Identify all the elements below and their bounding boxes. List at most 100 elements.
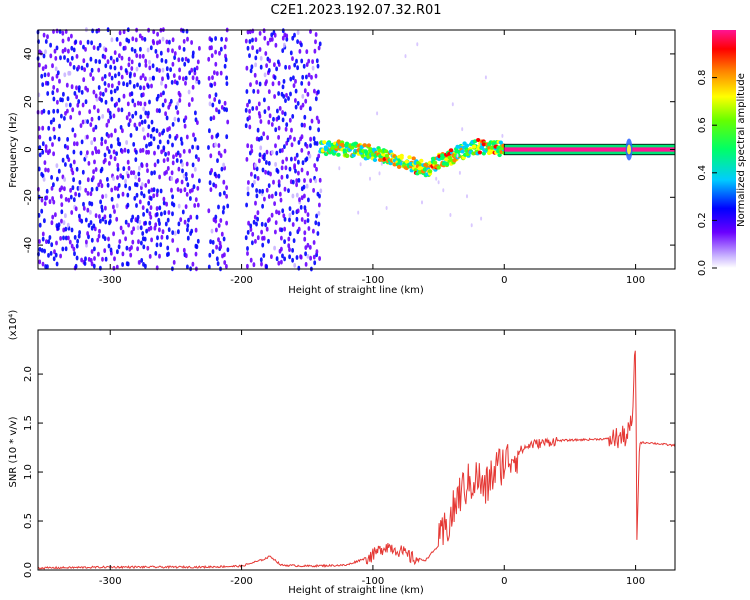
spectrogram-cell [185, 192, 189, 197]
spectrogram-cell [188, 70, 192, 76]
spectrogram-cell [296, 208, 300, 214]
spectrogram-cell [153, 150, 156, 156]
spectrogram-cell [92, 45, 96, 50]
spectrogram-cell [63, 143, 67, 149]
spectrogram-cell [217, 173, 221, 179]
spectrogram-cell [217, 223, 221, 228]
spectrogram-cell [130, 47, 134, 52]
spectrogram-cell [282, 79, 286, 84]
spectrogram-cell [75, 94, 78, 100]
spectrogram-cell [218, 192, 222, 197]
spectrogram-cell [84, 99, 88, 105]
spectrogram-cell [261, 242, 265, 248]
spectrogram-cell [466, 194, 468, 199]
spectrogram-cell [165, 115, 169, 121]
spectrogram-cell [133, 48, 137, 54]
spectrogram-cell [316, 63, 320, 69]
spectrogram-cell [294, 88, 298, 94]
spectrogram-cell [149, 196, 153, 201]
spectrogram-cell [182, 173, 186, 179]
spectrogram-cell [306, 218, 310, 223]
spectrogram-cell [71, 107, 75, 113]
spectrogram-cell [152, 126, 156, 132]
y-tick-label: 2.0 [23, 366, 34, 382]
spectrogram-cell [253, 174, 257, 179]
spectrogram-cell [260, 221, 264, 227]
spectrogram-cell [112, 265, 116, 271]
spectrogram-cell [150, 187, 154, 193]
spectrogram-cell [255, 49, 259, 54]
spectrogram-cell [287, 243, 291, 249]
spectrogram-cell [255, 80, 259, 85]
spectrogram-cell [313, 88, 316, 94]
spectrogram-cell [47, 72, 50, 77]
spectrogram-cell [74, 206, 78, 212]
spectrogram-cell [267, 119, 271, 125]
spectrogram-cell [317, 127, 320, 133]
spectrogram-cell [267, 238, 270, 244]
spectrogram-cell [196, 59, 200, 65]
spectrogram-cell [110, 83, 114, 89]
spectrogram-cell [207, 264, 211, 270]
spectrogram-cell [70, 45, 74, 51]
colorbar-gradient [712, 30, 736, 268]
spectrogram-cell [63, 55, 66, 60]
spectrogram-cell [281, 35, 285, 41]
spectrogram-cell [273, 201, 276, 207]
spectrogram-cell [92, 89, 96, 95]
spectrogram-cell [419, 158, 424, 163]
spectrogram-cell [253, 179, 256, 185]
spectrogram-cell [101, 91, 105, 97]
spectrogram-cell [55, 240, 58, 246]
spectrogram-cell [63, 47, 67, 53]
spectrogram-cell [197, 79, 201, 85]
spectrogram-cell [144, 110, 148, 116]
spectrogram-cell [278, 148, 282, 154]
spectrogram-cell [64, 213, 67, 219]
spectrogram-cell [262, 235, 266, 241]
spectrogram-cell [281, 253, 284, 259]
spectrogram-cell [317, 153, 321, 159]
spectrogram-cell [141, 53, 145, 59]
spectrogram-cell [92, 169, 95, 175]
spectrogram-cell [71, 170, 75, 176]
spectrogram-cell [84, 256, 87, 262]
spectrogram-cell [77, 64, 81, 70]
spectrogram-cell [88, 201, 92, 206]
spectrogram-cell [99, 218, 102, 224]
spectrogram-cell [158, 39, 162, 45]
spectrogram-cell [59, 55, 62, 61]
spectrogram-cell [109, 247, 113, 253]
spectrogram-cell [46, 264, 49, 270]
spectrogram-cell [421, 200, 423, 205]
spectrogram-cell [118, 30, 122, 36]
spectrogram-cell [41, 236, 45, 242]
spectrogram-cell [148, 59, 151, 65]
spectrogram-cell [182, 47, 186, 52]
spectrogram-cell [274, 229, 277, 235]
spectrogram-cell [296, 30, 300, 35]
spectrogram-cell [147, 110, 150, 116]
spectrogram-cell [61, 157, 65, 163]
spectrogram-cell [307, 197, 310, 203]
spectrogram-cell [295, 255, 299, 260]
spectrogram-cell [194, 110, 197, 116]
burst-core [627, 144, 632, 155]
spectrogram-cell [313, 163, 317, 168]
spectrogram-cell [161, 67, 165, 73]
spectrogram-cell [288, 231, 292, 237]
spectrogram-cell [273, 245, 276, 251]
spectrogram-cell [277, 179, 281, 185]
spectrogram-cell [312, 136, 316, 142]
spectrogram-cell [265, 264, 268, 270]
spectrogram-cell [285, 92, 288, 98]
spectrogram-cell [147, 179, 151, 184]
spectrogram-cell [51, 90, 55, 96]
spectrogram-cell [183, 61, 187, 67]
spectrogram-cell [281, 28, 285, 34]
spectrogram-cell [285, 122, 289, 127]
spectrogram-cell [267, 68, 271, 73]
spectrogram-cell [76, 238, 79, 244]
spectrogram-cell [481, 151, 486, 156]
spectrogram-cell [140, 240, 143, 246]
